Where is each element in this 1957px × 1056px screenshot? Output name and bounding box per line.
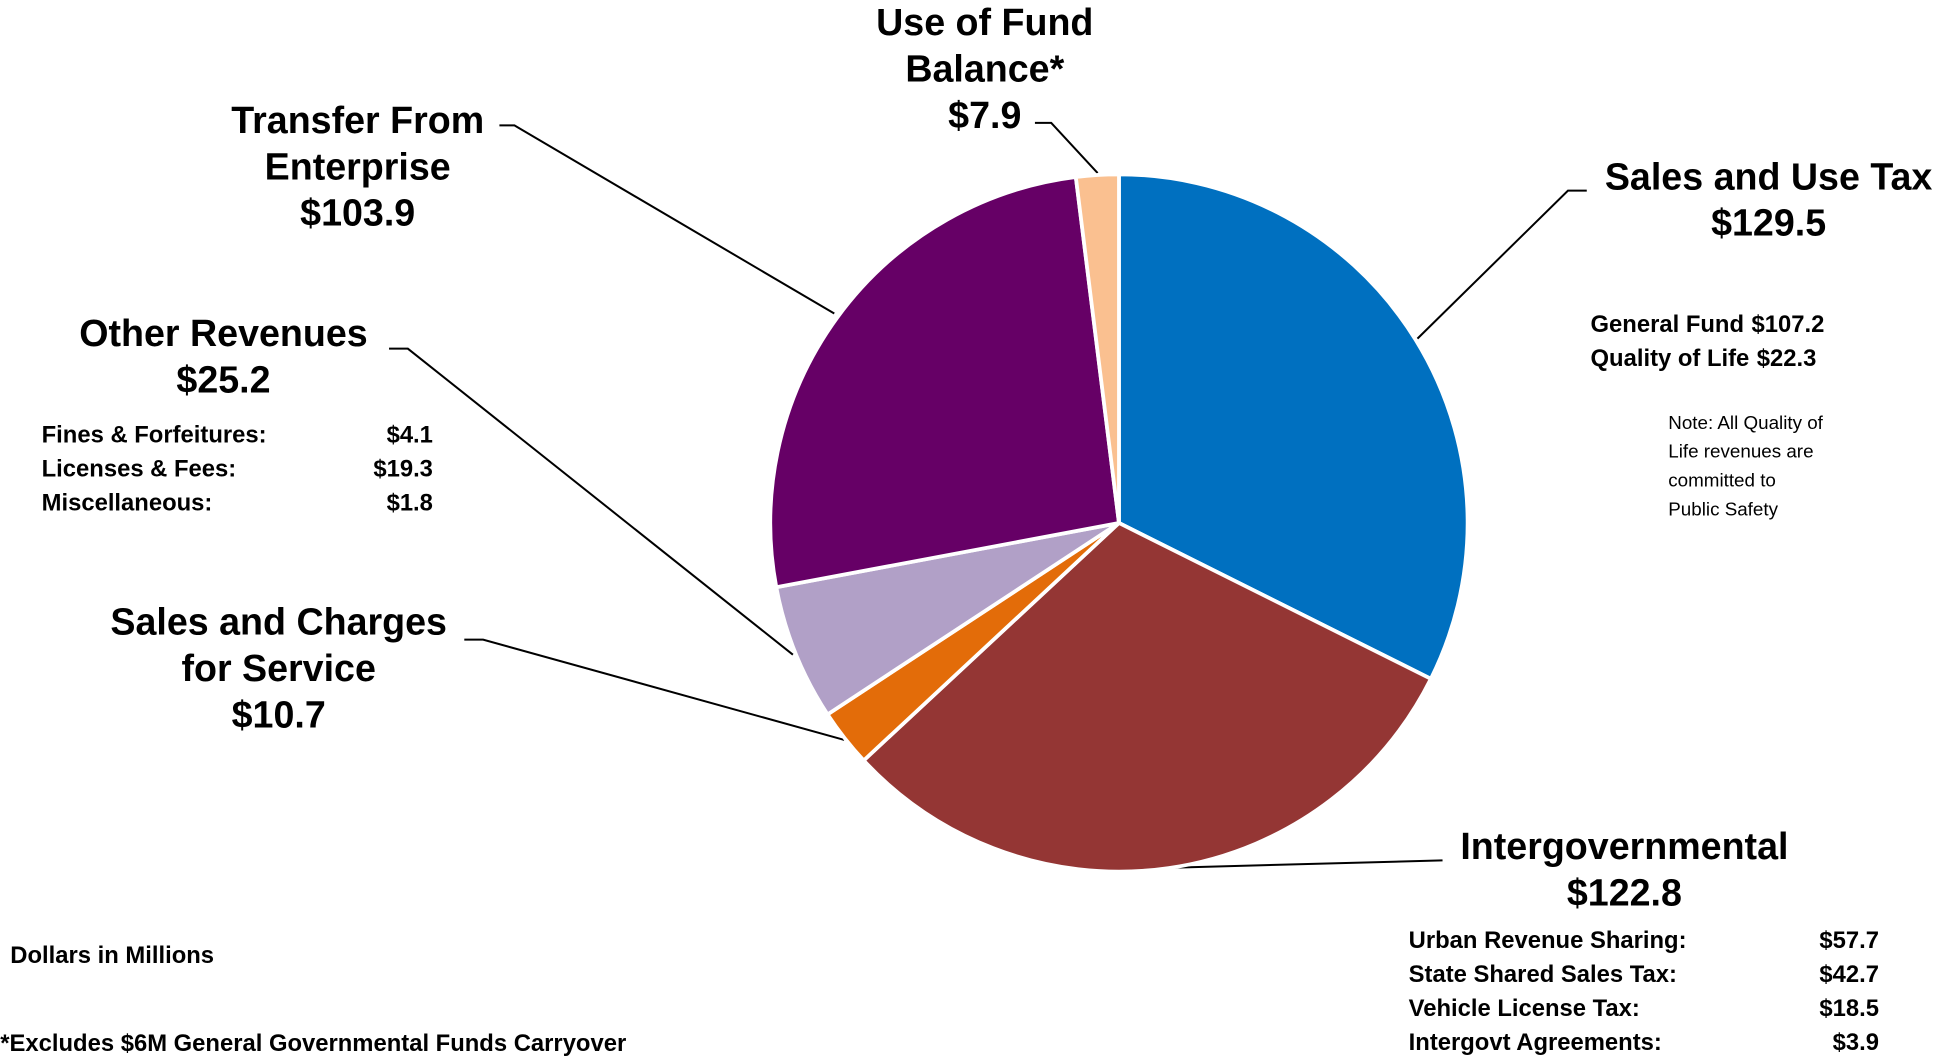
breakdown-value: $18.5 — [1819, 995, 1879, 1022]
breakdown-value: $57.7 — [1819, 927, 1879, 954]
pie-slice — [861, 520, 1434, 874]
breakdown-label: Fines & Forfeitures: — [42, 422, 267, 449]
breakdown-label: Intergovt Agreements: — [1409, 1029, 1662, 1056]
leader-line — [1416, 189, 1587, 340]
pie-slice — [768, 174, 1122, 590]
slice-value-label: $103.9 — [300, 192, 415, 234]
leader-line — [499, 124, 835, 315]
slice-value-label: $7.9 — [948, 94, 1021, 136]
note-line: committed to — [1668, 470, 1776, 491]
breakdown-value: $22.3 — [1757, 345, 1817, 372]
slice-label: Sales and Use Tax — [1605, 155, 1933, 197]
slice-value-label: $129.5 — [1711, 202, 1826, 244]
pie-slice — [774, 521, 1120, 718]
note-line: Public Safety — [1668, 498, 1778, 519]
breakdown-value: $4.1 — [387, 422, 433, 449]
pie-slice — [1117, 172, 1470, 682]
breakdown-value: $1.8 — [387, 489, 433, 516]
breakdown-value: $107.2 — [1752, 311, 1825, 338]
breakdown-label: State Shared Sales Tax: — [1409, 961, 1677, 988]
note-line: Life revenues are — [1668, 441, 1813, 462]
breakdown-label: Licenses & Fees: — [42, 456, 237, 483]
leader-line — [1034, 121, 1099, 174]
pie-slice — [1073, 172, 1121, 524]
slice-value-label: $10.7 — [232, 693, 326, 735]
slice-label: Intergovernmental — [1460, 825, 1788, 867]
slice-label: Sales and Charges for Service — [110, 601, 447, 689]
breakdown-label: Urban Revenue Sharing: — [1409, 927, 1687, 954]
footnote: *Excludes $6M General Governmental Funds… — [0, 1030, 626, 1056]
breakdown-item: Quality of Life $22.3 — [1591, 345, 1817, 372]
breakdown-value: $3.9 — [1833, 1029, 1879, 1056]
slice-label: Transfer From Enterprise — [231, 99, 484, 187]
leader-line — [1166, 859, 1443, 869]
leader-line — [389, 347, 794, 656]
units-note: Dollars in Millions — [10, 942, 214, 969]
slice-label: Other Revenues — [79, 312, 367, 354]
slice-value-label: $25.2 — [176, 358, 270, 400]
breakdown-label: Quality of Life — [1591, 345, 1750, 372]
slice-label: Use of Fund Balance* — [876, 1, 1093, 89]
breakdown-value: $19.3 — [373, 456, 433, 483]
slice-value-label: $122.8 — [1567, 871, 1682, 913]
leader-line — [464, 638, 845, 741]
breakdown-label: General Fund — [1591, 311, 1744, 338]
breakdown-label: Vehicle License Tax: — [1409, 995, 1640, 1022]
note-line: Note: All Quality of — [1668, 412, 1823, 433]
breakdown-item: General Fund $107.2 — [1591, 311, 1825, 338]
breakdown-label: Miscellaneous: — [42, 489, 213, 516]
breakdown-value: $42.7 — [1819, 961, 1879, 988]
